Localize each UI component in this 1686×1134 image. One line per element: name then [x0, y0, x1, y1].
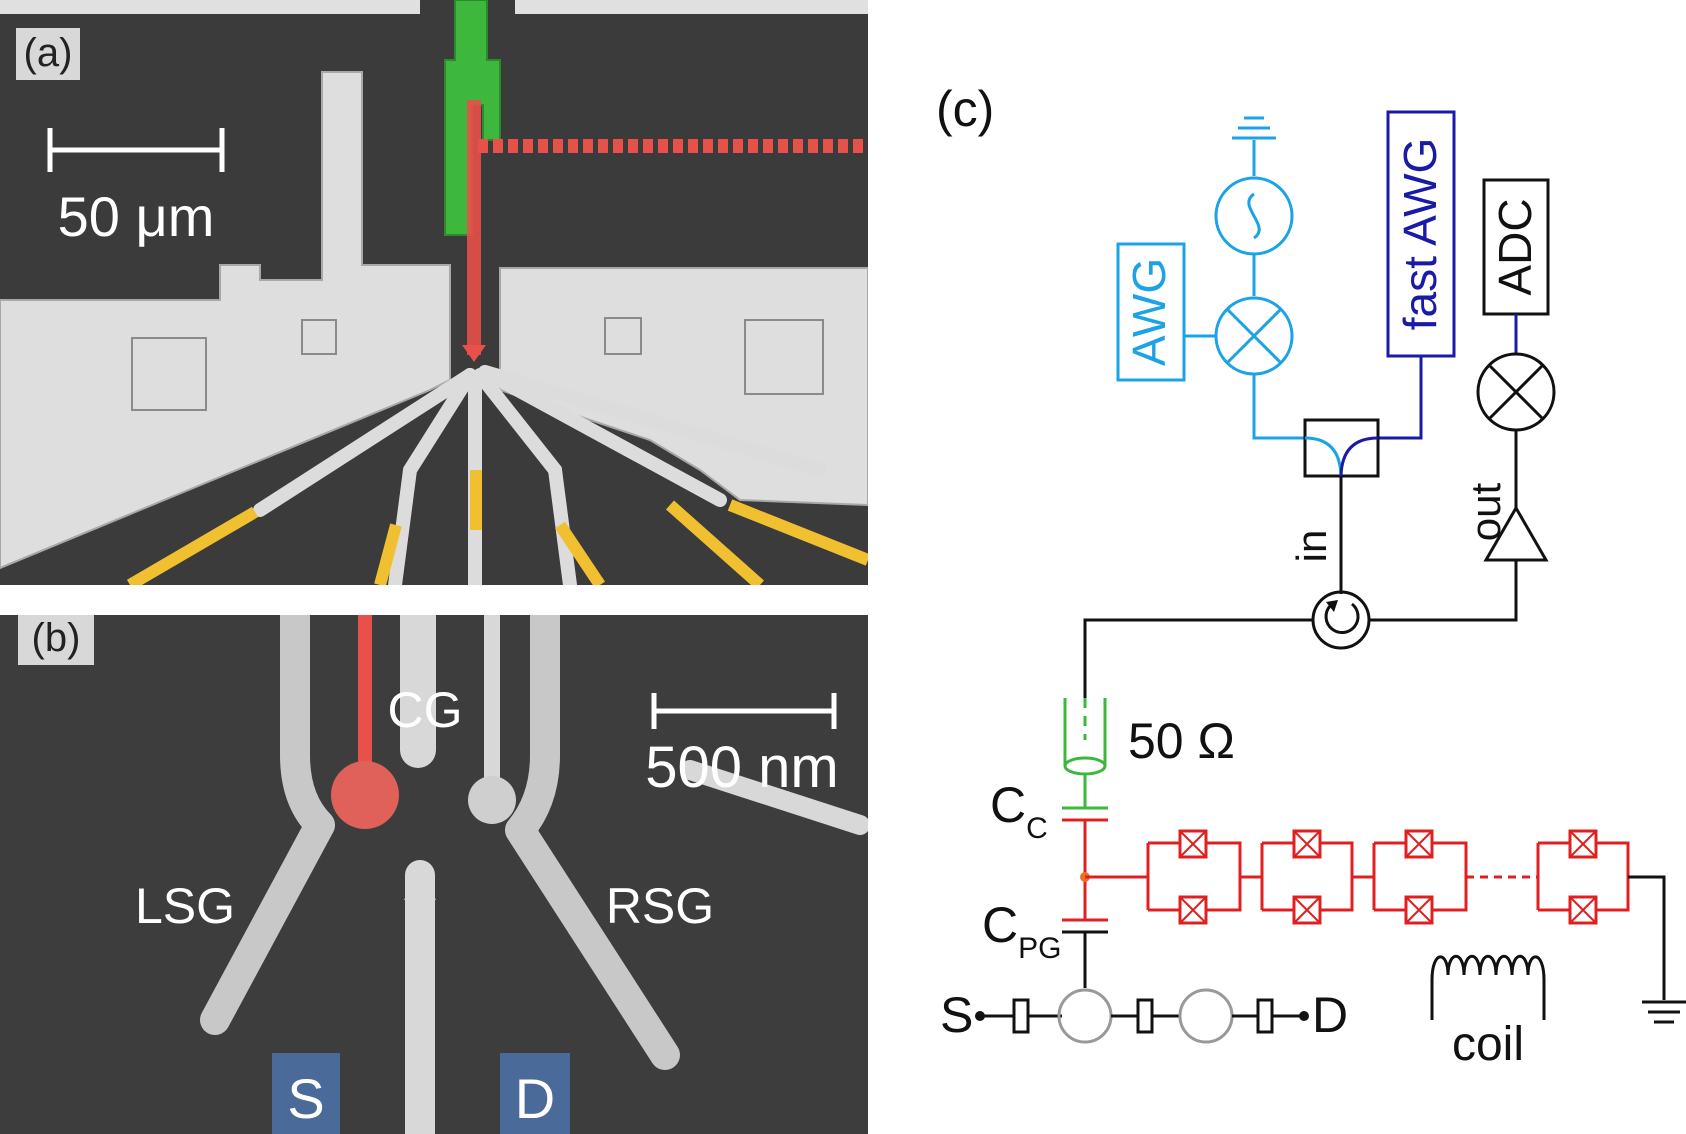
- port-label-in: in: [1288, 530, 1335, 563]
- panel-a-scale-text: 50 μm: [58, 185, 215, 248]
- right-bond-square: [744, 319, 824, 395]
- ground-symbol-top: [1232, 116, 1276, 176]
- top-left-pad: [0, 0, 420, 14]
- cpg-label: CPG: [982, 897, 1061, 965]
- panel-b-micrograph: (b) 500 nm CG LSG RSG S D: [0, 615, 868, 1134]
- right-small-square: [604, 317, 642, 355]
- quantum-dot-left: [1057, 988, 1113, 1044]
- panel-c-circuit: (c) AWG fast AWG i: [900, 0, 1686, 1134]
- coupler-awg-branch: [1304, 436, 1343, 477]
- gate-label-cg: CG: [388, 682, 463, 738]
- cc-label: CC: [990, 777, 1048, 845]
- panel-c-label: (c): [936, 81, 994, 137]
- panel-a-scale-bar: [47, 128, 225, 172]
- port-label-out: out: [1462, 482, 1509, 541]
- array-to-ground-line: [1628, 875, 1666, 1000]
- panel-a-label-bg: [16, 28, 80, 80]
- contact-label-drain: D: [515, 1067, 555, 1130]
- mixer-icon-out: [1476, 352, 1556, 432]
- terminal-label-drain: D: [1312, 987, 1348, 1043]
- awg-label: AWG: [1123, 258, 1175, 366]
- left-bond-square: [131, 337, 207, 411]
- right-plunger-dot: [468, 776, 516, 824]
- bottom-gate-tip: [404, 870, 436, 900]
- red-gate-dot: [331, 761, 399, 829]
- terminal-label-source: S: [940, 987, 973, 1043]
- drain-terminal-dot: [1299, 1011, 1309, 1021]
- circulator-to-amp-line: [1369, 560, 1518, 622]
- double-quantum-dot: S D: [940, 987, 1348, 1044]
- coil-label: coil: [1452, 1018, 1524, 1071]
- coupler-fast-branch: [1339, 436, 1379, 477]
- mixer-to-coupler-line: [1252, 374, 1305, 440]
- tunnel-barrier-3: [1256, 998, 1274, 1034]
- left-metal-region: [0, 71, 451, 570]
- tunnel-barrier-1: [1012, 998, 1030, 1034]
- panel-b-label-bg: [18, 615, 94, 665]
- circulator-icon: [1311, 590, 1371, 650]
- fast-awg-label: fast AWG: [1394, 138, 1446, 331]
- red-resonator-tip: [462, 345, 486, 362]
- gate-label-lsg: LSG: [135, 878, 235, 934]
- left-small-square: [301, 319, 337, 355]
- fast-awg-to-coupler-line: [1378, 356, 1423, 440]
- panel-a-micrograph: (a) 50 μm: [0, 0, 868, 585]
- circulator-arrowhead: [1326, 600, 1338, 612]
- quantum-dot-right: [1178, 988, 1234, 1044]
- panel-b-image: (b) 500 nm CG LSG RSG S D: [18, 615, 868, 1134]
- circuit-diagram: (c) AWG fast AWG i: [936, 81, 1686, 1071]
- top-right-pad: [515, 0, 868, 14]
- red-resonator-stem: [467, 100, 481, 355]
- mixer-icon-awg: [1214, 296, 1294, 376]
- panel-b-label: (b): [32, 616, 81, 660]
- jj-array: [1085, 841, 1630, 912]
- coil-icon: [1430, 954, 1546, 1020]
- source-contact-box: [272, 1053, 340, 1134]
- green-feedline: [444, 0, 501, 236]
- drain-contact-box: [500, 1053, 570, 1134]
- gold-leads: [126, 470, 868, 585]
- inner-gates: [400, 615, 868, 1134]
- panel-a-label: (a): [24, 31, 73, 75]
- circulator-arrow-icon: [1324, 602, 1360, 635]
- jj-crosses: [1179, 830, 1597, 924]
- gate-label-rsg: RSG: [606, 878, 714, 934]
- panel-a-image: (a) 50 μm: [0, 0, 868, 585]
- awg-box: [1116, 242, 1186, 382]
- panel-b-scale-text: 500 nm: [645, 735, 838, 800]
- circulator-to-device-line: [1083, 618, 1313, 698]
- sine-wave-glyph: [1247, 192, 1261, 240]
- tunnel-barrier-2: [1136, 998, 1154, 1034]
- transmission-line-icon: [1063, 698, 1107, 808]
- outer-gates: [200, 615, 680, 1070]
- panel-b-scale-bar: [651, 693, 837, 729]
- adc-label: ADC: [1489, 198, 1541, 295]
- impedance-label: 50 Ω: [1128, 713, 1235, 769]
- ground-symbol-bottom: [1642, 1000, 1686, 1024]
- contact-label-source: S: [287, 1067, 324, 1130]
